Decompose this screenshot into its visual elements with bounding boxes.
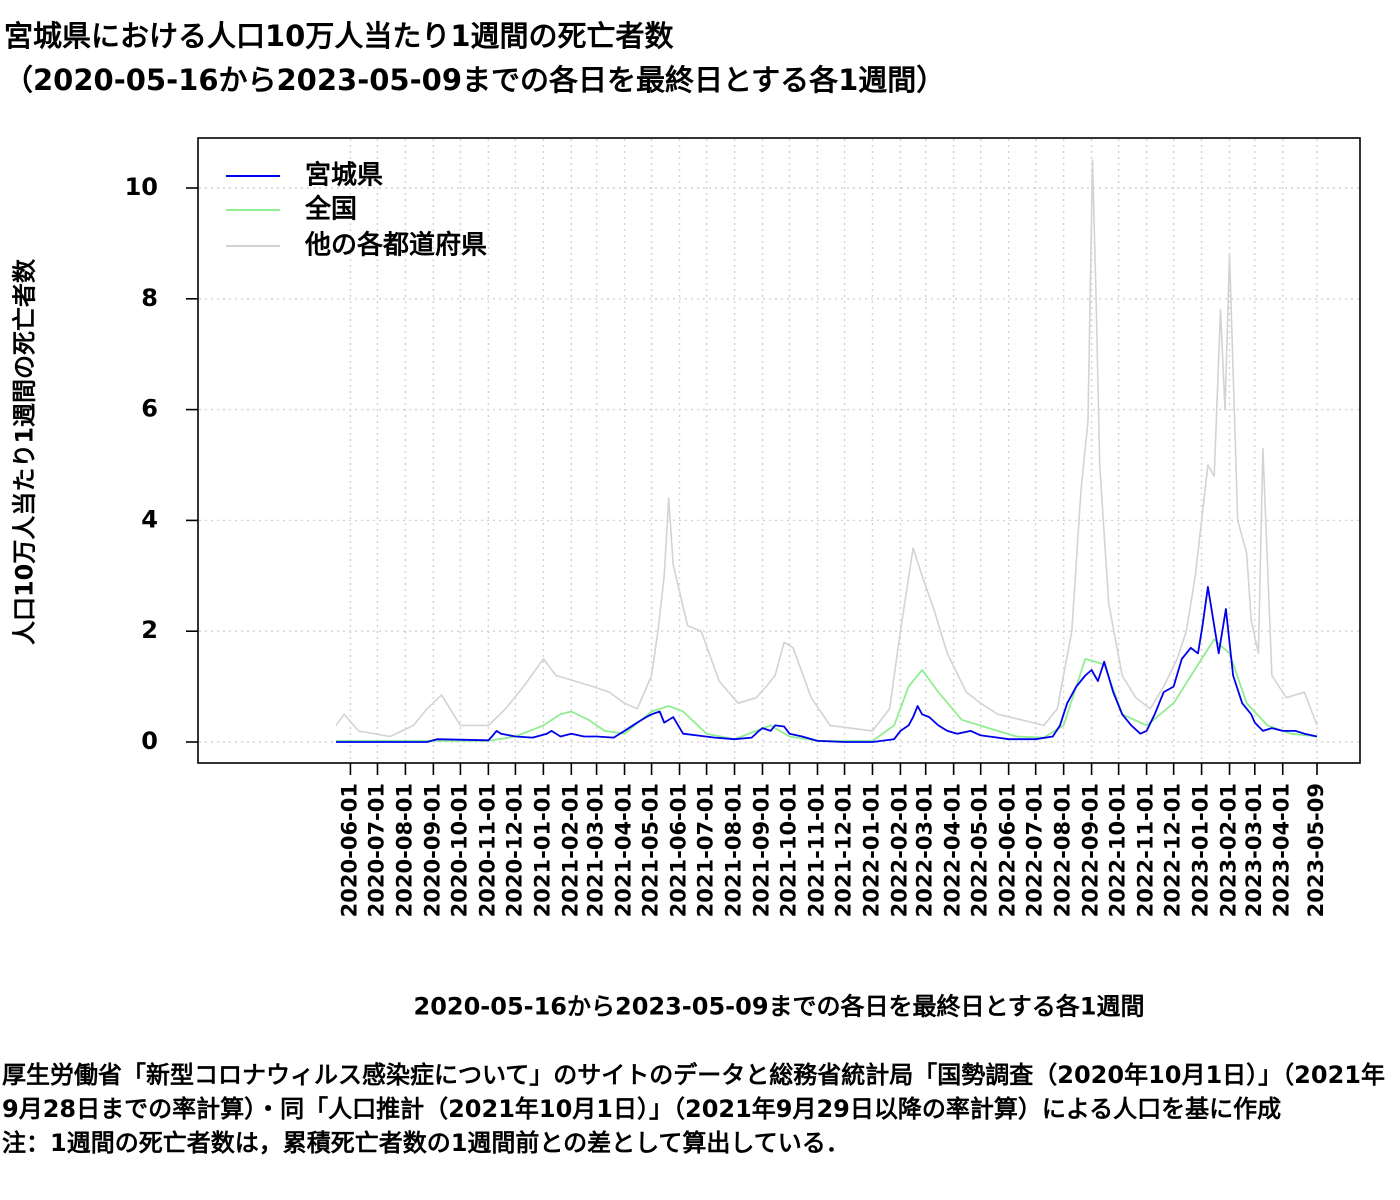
source-note: 厚生労働省「新型コロナウィルス感染症について」のサイトのデータと総務省統計局「国… xyxy=(2,1058,1398,1160)
series-layer xyxy=(335,159,1318,743)
series-line-national xyxy=(336,638,1318,742)
chart-title-block: 宮城県における人口10万人当たり1週間の死亡者数 （2020-05-16から20… xyxy=(4,14,945,102)
x-tick-label: 2023-02-01 xyxy=(1217,783,1241,917)
x-tick-label: 2023-04-01 xyxy=(1270,783,1294,917)
x-tick-label: 2022-05-01 xyxy=(968,783,992,917)
y-tick-label: 4 xyxy=(141,505,158,533)
grid-layer xyxy=(199,139,1359,762)
x-tick-label: 2023-05-09 xyxy=(1304,783,1328,917)
chart-title: 宮城県における人口10万人当たり1週間の死亡者数 xyxy=(4,19,674,53)
x-tick-label: 2020-10-01 xyxy=(447,783,471,917)
x-tick-label: 2022-09-01 xyxy=(1079,783,1103,917)
y-tick-label: 2 xyxy=(141,616,158,644)
x-tick-label: 2022-12-01 xyxy=(1161,783,1185,917)
x-tick-label: 2022-04-01 xyxy=(941,783,965,917)
x-tick-label: 2020-09-01 xyxy=(420,783,444,917)
x-tick-label: 2021-04-01 xyxy=(612,783,636,917)
chart-subtitle: （2020-05-16から2023-05-09までの各日を最終日とする各1週間） xyxy=(4,63,946,97)
x-tick-label: 2022-02-01 xyxy=(887,783,911,917)
y-tick-label: 6 xyxy=(141,395,158,423)
x-tick-label: 2023-01-01 xyxy=(1189,783,1213,917)
x-tick-label: 2020-08-01 xyxy=(392,783,416,917)
x-tick-label: 2021-08-01 xyxy=(722,783,746,917)
x-tick-label: 2022-01-01 xyxy=(859,783,883,917)
series-line-miyagi xyxy=(336,586,1318,743)
x-tick-label: 2021-02-01 xyxy=(558,783,582,917)
plot-frame xyxy=(197,137,1361,764)
y-tick-label: 8 xyxy=(141,284,158,312)
x-tick-label: 2022-10-01 xyxy=(1106,783,1130,917)
axis-layer: 2020-06-01 2020-07-01 2020-08-01 2020-09-01… xyxy=(125,173,1328,917)
x-tick-label: 2021-10-01 xyxy=(777,783,801,917)
x-tick-label: 2020-12-01 xyxy=(502,783,526,917)
x-tick-label: 2022-08-01 xyxy=(1051,783,1075,917)
x-tick-label: 2021-06-01 xyxy=(667,783,691,917)
x-tick-label: 2022-03-01 xyxy=(913,783,937,917)
x-tick-label: 2020-06-01 xyxy=(337,783,361,917)
x-tick-label: 2020-11-01 xyxy=(475,783,499,917)
x-tick-label: 2021-07-01 xyxy=(694,783,718,917)
x-tick-label: 2021-01-01 xyxy=(530,783,554,917)
x-tick-label: 2021-03-01 xyxy=(584,783,608,917)
y-tick-label: 0 xyxy=(141,727,158,755)
y-tick-label: 10 xyxy=(125,173,158,201)
x-tick-label: 2021-11-01 xyxy=(804,783,828,917)
x-tick-label: 2022-11-01 xyxy=(1134,783,1158,917)
x-tick-label: 2020-07-01 xyxy=(364,783,388,917)
source-note-line1: 厚生労働省「新型コロナウィルス感染症について」のサイトのデータと総務省統計局「国… xyxy=(2,1061,1385,1123)
x-tick-label: 2022-07-01 xyxy=(1023,783,1047,917)
x-tick-label: 2023-03-01 xyxy=(1242,783,1266,917)
y-axis-label: 人口10万人当たり1週間の死亡者数 xyxy=(10,258,39,646)
legend-item-national-label: 全国 xyxy=(304,194,357,225)
x-tick-label: 2021-09-01 xyxy=(749,783,773,917)
x-tick-label: 2022-06-01 xyxy=(996,783,1020,917)
legend-item-miyagi-label: 宮城県 xyxy=(305,160,383,191)
x-tick-label: 2021-12-01 xyxy=(832,783,856,917)
chart-svg: 2020-06-01 2020-07-01 2020-08-01 2020-09-01… xyxy=(125,137,1361,917)
series-line-other-prefectures xyxy=(335,159,1318,738)
x-axis-label: 2020-05-16から2023-05-09までの各日を最終日とする各1週間 xyxy=(413,992,1145,1021)
legend-item-other-prefectures-label: 他の各都道府県 xyxy=(304,230,487,261)
x-tick-label: 2021-05-01 xyxy=(639,783,663,917)
source-note-line2: 注：1週間の死亡者数は，累積死亡者数の1週間前との差として算出している． xyxy=(2,1129,850,1157)
